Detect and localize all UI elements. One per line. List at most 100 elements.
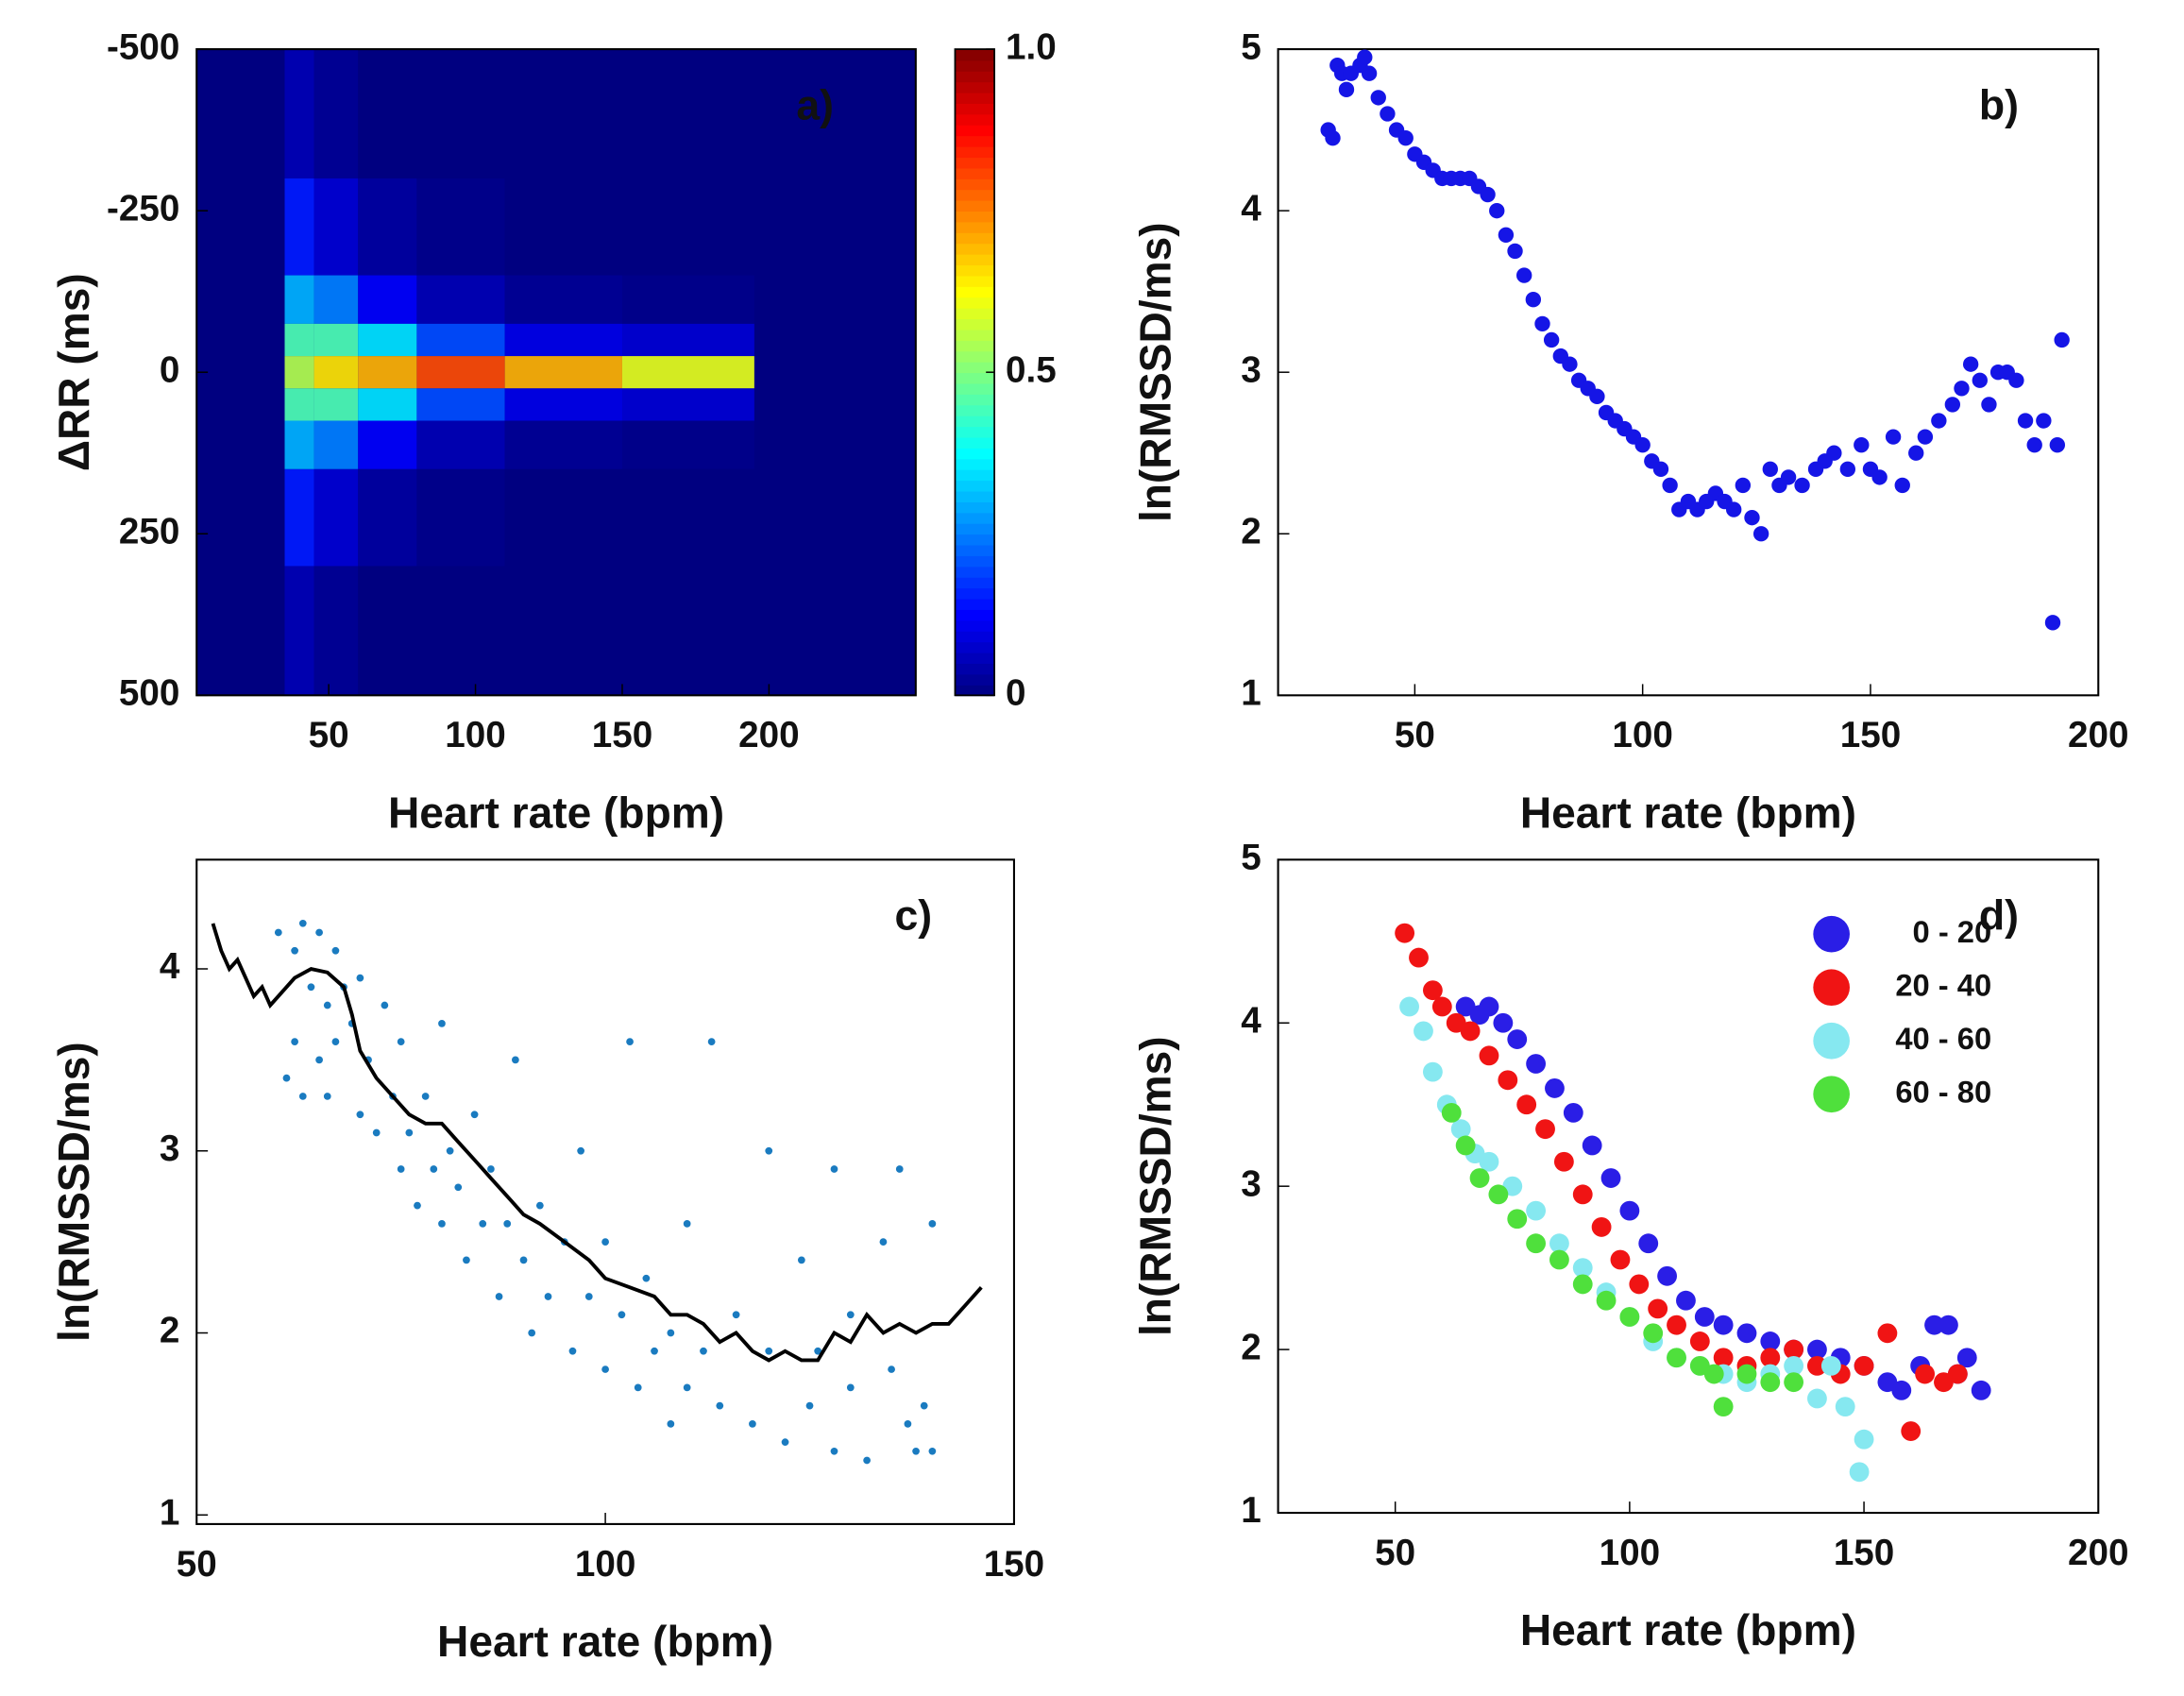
colorbar-stripe <box>955 253 995 266</box>
data-point <box>487 1165 495 1173</box>
data-point <box>1589 388 1605 405</box>
colorbar-tick-label: 1.0 <box>1006 26 1057 67</box>
colorbar-stripe <box>955 178 995 191</box>
data-point <box>1488 1184 1509 1205</box>
data-point <box>1526 1200 1547 1221</box>
data-point <box>298 1093 307 1100</box>
legend-marker <box>1813 1022 1850 1060</box>
data-point <box>1441 1102 1462 1123</box>
data-point <box>291 1038 298 1045</box>
data-point <box>414 1201 421 1210</box>
data-point <box>1760 1348 1781 1368</box>
data-point <box>1780 469 1797 485</box>
y-tick-label: -500 <box>107 26 179 67</box>
data-point <box>1981 397 1997 413</box>
x-tick-label: 150 <box>592 715 653 755</box>
data-point <box>1854 436 1870 453</box>
data-point <box>315 1056 323 1064</box>
colorbar-stripe <box>955 534 995 546</box>
trend-line <box>211 923 983 1363</box>
colorbar-stripe <box>955 458 995 470</box>
data-point <box>626 1038 634 1045</box>
data-point <box>1572 1184 1593 1205</box>
data-point <box>356 974 364 982</box>
colorbar-stripe <box>955 318 995 331</box>
heatmap-cell <box>313 420 359 469</box>
data-point <box>298 919 307 927</box>
data-point <box>397 1038 405 1045</box>
colorbar-stripe <box>955 211 995 223</box>
data-point <box>1667 1314 1686 1335</box>
data-point <box>1652 461 1669 478</box>
colorbar-stripe <box>955 394 995 406</box>
colorbar-stripe <box>955 555 995 568</box>
data-point <box>1549 1249 1569 1270</box>
data-point <box>1493 1012 1514 1033</box>
data-point <box>1582 1135 1602 1156</box>
colorbar-stripe <box>955 404 995 416</box>
data-point <box>535 1201 544 1210</box>
colorbar-stripe <box>955 275 995 287</box>
data-point <box>667 1329 675 1337</box>
heatmap-cell <box>621 566 754 696</box>
data-point <box>1726 501 1742 517</box>
y-tick-label: 500 <box>119 673 179 714</box>
colorbar-stripe <box>955 587 995 600</box>
data-point <box>274 928 282 937</box>
data-point <box>928 1447 937 1455</box>
panel: 0 0.5 1.0 50 100 150 200 -500 -250 0 250 500 Heart r… <box>49 26 1057 837</box>
y-tick-label: 3 <box>1241 1163 1261 1204</box>
data-point <box>2026 436 2042 453</box>
heatmap-cell <box>284 356 314 389</box>
colorbar-stripe <box>955 49 995 61</box>
heatmap-cell <box>313 49 359 178</box>
data-point <box>797 1256 805 1264</box>
heatmap-cell <box>358 420 417 469</box>
data-point <box>1526 1054 1547 1074</box>
heatmap-cell <box>284 49 314 178</box>
data-point <box>1507 1209 1528 1230</box>
data-point <box>372 1128 381 1137</box>
heatmap-cell <box>313 388 359 421</box>
legend-marker <box>1813 1076 1850 1113</box>
data-point <box>1572 1258 1593 1279</box>
data-point <box>323 1001 331 1009</box>
y-axis-label: ln(RMSSD/ms) <box>1130 1036 1179 1336</box>
data-point <box>928 1219 937 1228</box>
data-point <box>1479 996 1499 1017</box>
data-point <box>470 1111 479 1119</box>
data-point <box>1643 1323 1664 1344</box>
heatmap-cell <box>358 356 417 389</box>
data-point <box>463 1256 470 1264</box>
data-point <box>1894 477 1910 494</box>
x-tick-label: 50 <box>177 1544 217 1585</box>
colorbar-stripe <box>955 415 995 428</box>
data-point <box>430 1165 438 1173</box>
data-point <box>1885 429 1902 445</box>
data-point <box>1516 1094 1537 1115</box>
data-point <box>512 1056 519 1064</box>
x-tick-label: 200 <box>738 715 800 755</box>
data-point <box>503 1219 512 1228</box>
y-axis-label: ln(RMSSD/ms) <box>49 1042 98 1342</box>
data-point <box>1525 292 1542 308</box>
y-tick-label: -250 <box>107 188 179 229</box>
data-point <box>1469 1168 1490 1188</box>
panel-label: d) <box>1979 893 2019 940</box>
colorbar-stripe <box>955 522 995 535</box>
data-point <box>1713 1348 1734 1368</box>
heatmap-cell <box>284 275 314 324</box>
data-point <box>1489 202 1505 219</box>
data-point <box>1600 1168 1621 1188</box>
data-point <box>716 1401 724 1410</box>
colorbar-stripe <box>955 544 995 556</box>
y-tick-label: 1 <box>1241 1490 1261 1531</box>
data-point <box>1735 477 1752 494</box>
y-axis-label: ΔRR (ms) <box>49 273 98 471</box>
data-point <box>830 1165 838 1173</box>
colorbar-stripe <box>955 436 995 449</box>
data-point <box>1736 1323 1757 1344</box>
data-point <box>1422 980 1443 1001</box>
data-point <box>765 1146 773 1155</box>
heatmap-cell <box>284 566 314 696</box>
